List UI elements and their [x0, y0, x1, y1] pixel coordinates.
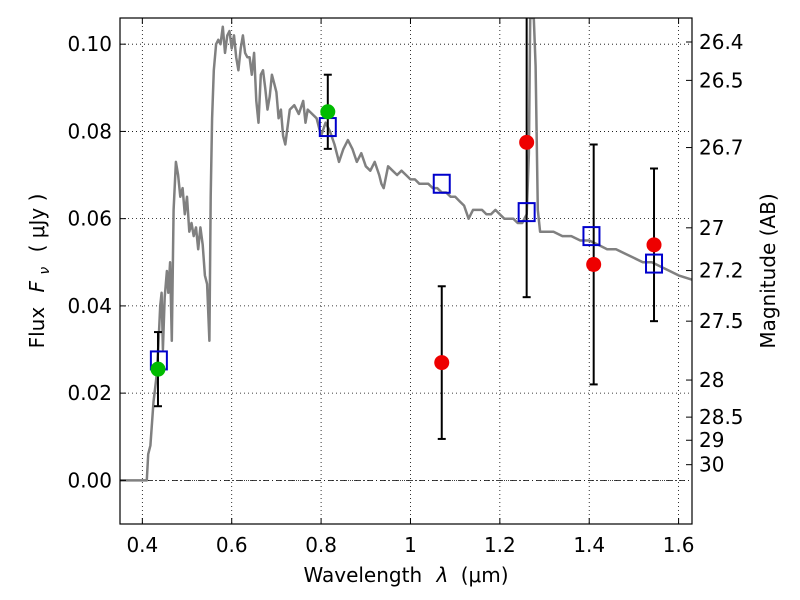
x-tick-label: 1.4	[573, 533, 605, 557]
model-flux-box	[645, 253, 664, 274]
upper-limit-point	[434, 355, 450, 371]
model-flux-box	[517, 202, 536, 223]
y-tick-label: 0.04	[67, 294, 112, 318]
y-axis-ticks: 0.00 0.02 0.04 0.06 0.08 0.10	[67, 32, 126, 492]
x-axis-ticks: 0.4 0.6 0.8 1 1.2 1.4 1.6	[126, 18, 695, 557]
magnitude-tick-label: 27.5	[699, 309, 744, 333]
y-axis-label: Flux F ν ( μJy )	[25, 194, 54, 349]
observed-photometry-points	[150, 104, 662, 377]
grid-lines	[120, 18, 692, 524]
y-tick-label: 0.08	[67, 119, 112, 143]
upper-limit-point	[646, 237, 662, 253]
detection-point	[320, 104, 336, 120]
y-axis-label-symbol: F	[25, 280, 49, 292]
magnitude-tick-label: 27	[699, 216, 724, 240]
y-axis-label-subscript: ν	[37, 267, 53, 275]
detection-point	[150, 361, 166, 377]
magnitude-tick-label: 26.5	[699, 68, 744, 92]
y-tick-label: 0.02	[67, 381, 112, 405]
x-tick-label: 1.6	[663, 533, 695, 557]
upper-limit-point	[519, 134, 535, 150]
x-tick-label: 0.4	[126, 533, 158, 557]
model-flux-box	[582, 226, 601, 247]
x-tick-label: 0.8	[305, 533, 337, 557]
magnitude-tick-label: 28.5	[699, 405, 744, 429]
magnitude-axis-label: Magnitude (AB)	[756, 193, 780, 348]
x-axis-label-symbol: λ	[436, 563, 449, 587]
magnitude-tick-label: 26.7	[699, 136, 744, 160]
x-axis-label: Wavelength λ (μm)	[303, 563, 508, 587]
y-tick-label: 0.10	[67, 32, 112, 56]
sed-model-line	[120, 18, 692, 482]
plot-area	[120, 18, 692, 482]
magnitude-tick-label: 28	[699, 368, 724, 392]
y-axis-label-unit: ( μJy )	[25, 194, 49, 253]
magnitude-tick-label: 26.4	[699, 30, 744, 54]
error-bars	[153, 18, 659, 440]
upper-limit-point	[586, 256, 602, 272]
magnitude-tick-label: 30	[699, 453, 724, 477]
y-tick-label: 0.06	[67, 207, 112, 231]
model-photometry-boxes	[149, 117, 664, 371]
magnitude-tick-label: 29	[699, 428, 724, 452]
x-tick-label: 0.6	[216, 533, 248, 557]
x-axis-label-text: Wavelength	[303, 563, 422, 587]
magnitude-tick-label: 27.2	[699, 259, 744, 283]
y-tick-label: 0.00	[67, 468, 112, 492]
x-tick-label: 1.2	[484, 533, 516, 557]
model-flux-box	[432, 173, 451, 194]
x-tick-label: 1	[404, 533, 417, 557]
x-axis-label-unit: (μm)	[461, 563, 509, 587]
y-axis-label-text: Flux	[25, 307, 49, 349]
